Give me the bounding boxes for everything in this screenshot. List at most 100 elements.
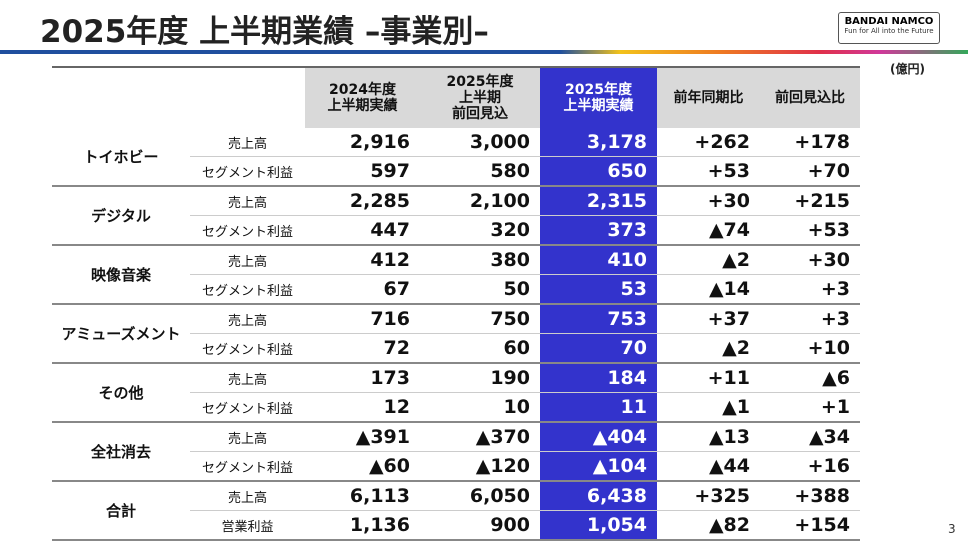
column-header: 前回見込比	[760, 66, 860, 128]
value-cell: +388	[760, 480, 860, 511]
header-line: 前回見込	[452, 106, 508, 122]
value-cell: 2,100	[420, 186, 540, 216]
value-cell: 67	[305, 274, 420, 305]
value-cell: 410	[540, 245, 657, 275]
header-line: 前年同期比	[673, 90, 744, 106]
value-cell: +3	[760, 304, 860, 334]
value-cell: 60	[420, 333, 540, 364]
group-name: 映像音楽	[52, 245, 190, 305]
value-cell: ▲60	[305, 451, 420, 482]
value-cell: ▲391	[305, 422, 420, 452]
value-cell: +30	[760, 245, 860, 275]
header-blank	[190, 66, 305, 128]
value-cell: ▲2	[657, 333, 760, 364]
row-label: セグメント利益	[190, 333, 305, 364]
value-cell: 2,916	[305, 128, 420, 157]
value-cell: ▲74	[657, 215, 760, 246]
value-cell: ▲13	[657, 422, 760, 452]
header-row: 2024年度 上半期実績 2025年度 上半期 前回見込 2025年度 上半期実績 前年同期比…	[52, 66, 860, 128]
value-cell: 53	[540, 274, 657, 305]
row-label: セグメント利益	[190, 274, 305, 305]
row-label: 売上高	[190, 363, 305, 393]
value-cell: ▲1	[657, 392, 760, 423]
value-cell: 6,050	[420, 480, 540, 511]
value-cell: 716	[305, 304, 420, 334]
value-cell: 3,000	[420, 128, 540, 157]
value-cell: ▲104	[540, 451, 657, 482]
row-label: セグメント利益	[190, 451, 305, 482]
row-label: 売上高	[190, 245, 305, 275]
value-cell: 650	[540, 156, 657, 187]
value-cell: 753	[540, 304, 657, 334]
value-cell: ▲370	[420, 422, 540, 452]
row-label: 売上高	[190, 480, 305, 511]
row-label: セグメント利益	[190, 392, 305, 423]
value-cell: 72	[305, 333, 420, 364]
row-label: 売上高	[190, 186, 305, 216]
value-cell: +53	[760, 215, 860, 246]
header-blank	[52, 66, 190, 128]
value-cell: 12	[305, 392, 420, 423]
value-cell: +262	[657, 128, 760, 157]
table-row: 合計 売上高 6,113 6,050 6,438 +325 +388	[52, 480, 860, 541]
header-line: 2024年度	[329, 82, 396, 98]
value-cell: ▲14	[657, 274, 760, 305]
page-number: 3	[948, 522, 956, 536]
value-cell: 373	[540, 215, 657, 246]
value-cell: +3	[760, 274, 860, 305]
header-line: 2025年度	[565, 82, 632, 98]
row-label: 売上高	[190, 422, 305, 452]
value-cell: ▲120	[420, 451, 540, 482]
value-cell: 3,178	[540, 128, 657, 157]
value-cell: +16	[760, 451, 860, 482]
group-name: 合計	[52, 480, 190, 541]
value-cell: +325	[657, 480, 760, 511]
value-cell: 11	[540, 392, 657, 423]
table-row: セグメント利益 ▲60 ▲120 ▲104 ▲44 +16	[52, 451, 860, 482]
value-cell: +154	[760, 510, 860, 541]
table-row: デジタル 売上高 2,285 2,100 2,315 +30 +215	[52, 186, 860, 246]
logo: BANDAI NAMCO Fun for All into the Future	[838, 12, 940, 44]
column-header: 2025年度 上半期実績	[540, 66, 657, 128]
table-row: セグメント利益 72 60 70 ▲2 +10	[52, 333, 860, 364]
table-row: セグメント利益 447 320 373 ▲74 +53	[52, 215, 860, 246]
value-cell: ▲404	[540, 422, 657, 452]
table-row: セグメント利益 67 50 53 ▲14 +3	[52, 274, 860, 305]
column-header: 前年同期比	[657, 66, 760, 128]
value-cell: 597	[305, 156, 420, 187]
logo-tagline: Fun for All into the Future	[844, 27, 934, 35]
row-label: 営業利益	[190, 510, 305, 541]
logo-name: BANDAI NAMCO	[844, 16, 934, 27]
value-cell: 6,113	[305, 480, 420, 511]
value-cell: ▲34	[760, 422, 860, 452]
value-cell: 580	[420, 156, 540, 187]
value-cell: 380	[420, 245, 540, 275]
table-row: 映像音楽 売上高 412 380 410 ▲2 +30	[52, 245, 860, 305]
group-name: トイホビー	[52, 128, 190, 187]
value-cell: 447	[305, 215, 420, 246]
column-header: 2025年度 上半期 前回見込	[420, 66, 540, 128]
header-line: 上半期実績	[327, 98, 398, 114]
table-row: セグメント利益 12 10 11 ▲1 +1	[52, 392, 860, 423]
value-cell: +53	[657, 156, 760, 187]
value-cell: ▲82	[657, 510, 760, 541]
group-name: 全社消去	[52, 422, 190, 482]
value-cell: 10	[420, 392, 540, 423]
header-line: 上半期実績	[563, 98, 634, 114]
table-row: 営業利益 1,136 900 1,054 ▲82 +154	[52, 510, 860, 541]
value-cell: +11	[657, 363, 760, 393]
header-line: 上半期	[459, 90, 501, 106]
table-row: 全社消去 売上高 ▲391 ▲370 ▲404 ▲13 ▲34	[52, 422, 860, 482]
header-line: 前回見込比	[775, 90, 845, 106]
header-line: 2025年度	[446, 74, 514, 90]
results-table: 2024年度 上半期実績 2025年度 上半期 前回見込 2025年度 上半期実績 前年同期比…	[52, 66, 860, 541]
group-name: その他	[52, 363, 190, 423]
value-cell: 6,438	[540, 480, 657, 511]
group-name: デジタル	[52, 186, 190, 246]
table-row: アミューズメント 売上高 716 750 753 +37 +3	[52, 304, 860, 364]
value-cell: 412	[305, 245, 420, 275]
column-header: 2024年度 上半期実績	[305, 66, 420, 128]
value-cell: +215	[760, 186, 860, 216]
value-cell: 70	[540, 333, 657, 364]
